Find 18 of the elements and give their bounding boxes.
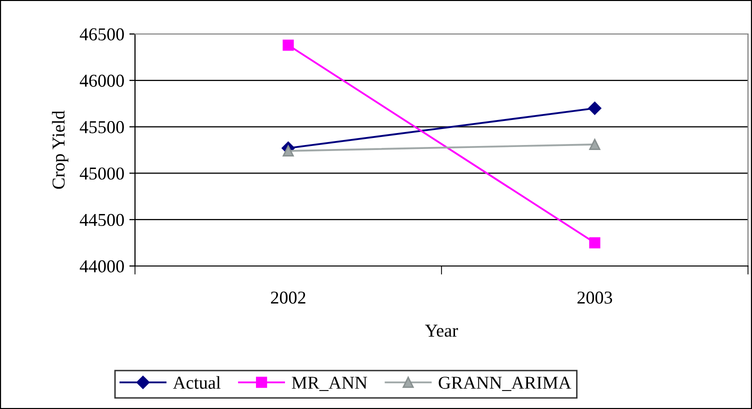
x-axis-title: Year — [425, 324, 458, 337]
y-axis-title: Crop Yield — [52, 110, 68, 189]
x-tick-label: 2003 — [577, 292, 612, 304]
y-tick-label: 45500 — [80, 121, 124, 134]
point — [588, 102, 602, 115]
point — [282, 40, 294, 51]
point — [282, 145, 294, 156]
y-tick-label: 45000 — [80, 167, 124, 180]
y-tick-label: 46000 — [80, 74, 124, 87]
y-tick-label: 46500 — [80, 28, 124, 40]
legend-label: Actual — [172, 376, 221, 389]
x-tick-label: 2002 — [270, 292, 306, 304]
legend-label: GRANN_ARIMA — [438, 376, 572, 391]
legend-label: MR_ANN — [292, 376, 368, 391]
y-tick-label: 44000 — [80, 260, 124, 272]
y-tick-label: 44500 — [80, 214, 124, 226]
point — [589, 237, 600, 248]
point — [589, 138, 600, 150]
